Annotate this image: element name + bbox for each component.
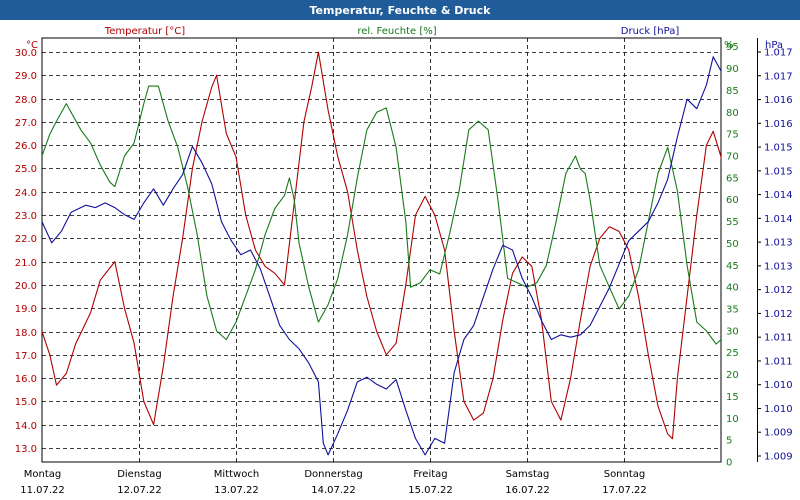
humidity-tick-label: 65: [726, 173, 739, 184]
pressure-tick-label: 1.010: [764, 380, 793, 391]
temperature-tick-label: 26.0: [15, 141, 37, 152]
pressure-tick-label: 1.015: [764, 143, 793, 154]
plot-frame: [41, 37, 722, 463]
pressure-tick-label: 1.015: [764, 166, 793, 177]
x-tick-date-label: 11.07.22: [20, 485, 65, 496]
humidity-tick-label: 10: [726, 414, 739, 425]
pressure-tick-label: 1.011: [764, 356, 793, 367]
pressure-tick-label: 1.014: [764, 190, 793, 201]
temperature-tick-label: 16.0: [15, 374, 37, 385]
humidity-tick-label: 0: [726, 458, 732, 469]
chart-title: Temperatur, Feuchte & Druck: [0, 0, 800, 20]
x-tick-day-label: Dienstag: [117, 469, 162, 480]
x-tick-date-label: 13.07.22: [214, 485, 259, 496]
axes-layer: [41, 37, 761, 463]
pressure-tick-label: 1.013: [764, 238, 793, 249]
humidity-tick-label: 30: [726, 326, 739, 337]
pressure-tick-label: 1.016: [764, 95, 793, 106]
x-tick-day-label: Mittwoch: [214, 469, 259, 480]
x-tick-day-label: Montag: [24, 469, 61, 480]
humidity-legend-label: rel. Feuchte [%]: [357, 26, 436, 37]
temperature-tick-label: 24.0: [15, 188, 37, 199]
humidity-tick-label: 60: [726, 195, 739, 206]
x-tick-date-label: 12.07.22: [117, 485, 162, 496]
pressure-tick-label: 1.016: [764, 119, 793, 130]
series-line-humidity: [42, 85, 721, 345]
temperature-tick-label: 21.0: [15, 258, 37, 269]
labels-layer: 13.0 14.0 15.0 16.0 17.0 18.0 19.0 20.0 21.0 22.0…: [15, 26, 793, 496]
temperature-tick-label: 14.0: [15, 421, 37, 432]
grid-layer: [42, 38, 721, 462]
pressure-tick-label: 1.014: [764, 214, 793, 225]
humidity-tick-label: 5: [726, 436, 732, 447]
temperature-tick-label: 15.0: [15, 397, 37, 408]
humidity-tick-label: 90: [726, 64, 739, 75]
series-line-temperature: [42, 51, 721, 440]
pressure-tick-label: 1.010: [764, 404, 793, 415]
temperature-tick-label: 23.0: [15, 211, 37, 222]
humidity-unit-label: %: [724, 40, 734, 51]
pressure-tick-label: 1.011: [764, 333, 793, 344]
temperature-legend-label: Temperatur [°C]: [104, 26, 185, 37]
humidity-tick-label: 50: [726, 239, 739, 250]
temperature-tick-label: 20.0: [15, 281, 37, 292]
pressure-tick-label: 1.017: [764, 48, 793, 59]
pressure-tick-label: 1.009: [764, 428, 793, 439]
humidity-tick-label: 35: [726, 305, 739, 316]
temperature-tick-label: 28.0: [15, 95, 37, 106]
temperature-tick-label: 13.0: [15, 444, 37, 455]
humidity-tick-label: 20: [726, 370, 739, 381]
x-tick-date-label: 16.07.22: [505, 485, 550, 496]
pressure-tick-label: 1.017: [764, 71, 793, 82]
pressure-tick-label: 1.012: [764, 285, 793, 296]
humidity-tick-label: 25: [726, 348, 739, 359]
humidity-tick-label: 85: [726, 86, 739, 97]
pressure-tick-label: 1.013: [764, 261, 793, 272]
series-line-pressure: [42, 56, 721, 456]
x-tick-date-label: 17.07.22: [602, 485, 647, 496]
temperature-tick-label: 29.0: [15, 71, 37, 82]
x-tick-day-label: Freitag: [413, 469, 447, 480]
pressure-tick-label: 1.012: [764, 309, 793, 320]
humidity-tick-label: 15: [726, 392, 739, 403]
temperature-tick-label: 22.0: [15, 234, 37, 245]
temperature-tick-label: 17.0: [15, 351, 37, 362]
humidity-tick-label: 55: [726, 217, 739, 228]
x-tick-date-label: 14.07.22: [311, 485, 356, 496]
x-tick-date-label: 15.07.22: [408, 485, 453, 496]
temperature-tick-label: 18.0: [15, 328, 37, 339]
humidity-tick-label: 45: [726, 261, 739, 272]
pressure-tick-label: 1.009: [764, 452, 793, 463]
temperature-tick-label: 19.0: [15, 304, 37, 315]
humidity-tick-label: 70: [726, 152, 739, 163]
x-tick-day-label: Donnerstag: [304, 469, 362, 480]
temperature-unit-label: °C: [26, 40, 38, 51]
temperature-tick-label: 27.0: [15, 118, 37, 129]
x-tick-day-label: Samstag: [506, 469, 550, 480]
temperature-tick-label: 25.0: [15, 164, 37, 175]
humidity-tick-label: 40: [726, 283, 739, 294]
series-layer: [42, 51, 721, 456]
humidity-tick-label: 95: [726, 42, 739, 53]
pressure-unit-label: hPa: [765, 40, 783, 51]
temperature-tick-label: 30.0: [15, 48, 37, 59]
humidity-tick-label: 75: [726, 130, 739, 141]
x-tick-day-label: Sonntag: [604, 469, 646, 480]
pressure-legend-label: Druck [hPa]: [621, 26, 680, 37]
humidity-tick-label: 80: [726, 108, 739, 119]
